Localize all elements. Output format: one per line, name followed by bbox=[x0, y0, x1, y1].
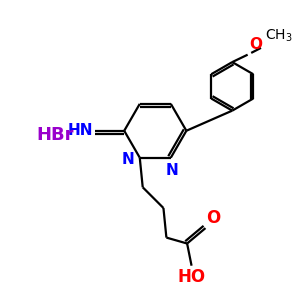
Text: N: N bbox=[122, 152, 134, 167]
Text: HN: HN bbox=[68, 123, 93, 138]
Text: O: O bbox=[206, 209, 220, 227]
Text: HBr: HBr bbox=[36, 126, 74, 144]
Text: N: N bbox=[166, 163, 179, 178]
Text: HO: HO bbox=[178, 268, 206, 286]
Text: CH$_3$: CH$_3$ bbox=[265, 28, 292, 44]
Text: O: O bbox=[249, 37, 262, 52]
